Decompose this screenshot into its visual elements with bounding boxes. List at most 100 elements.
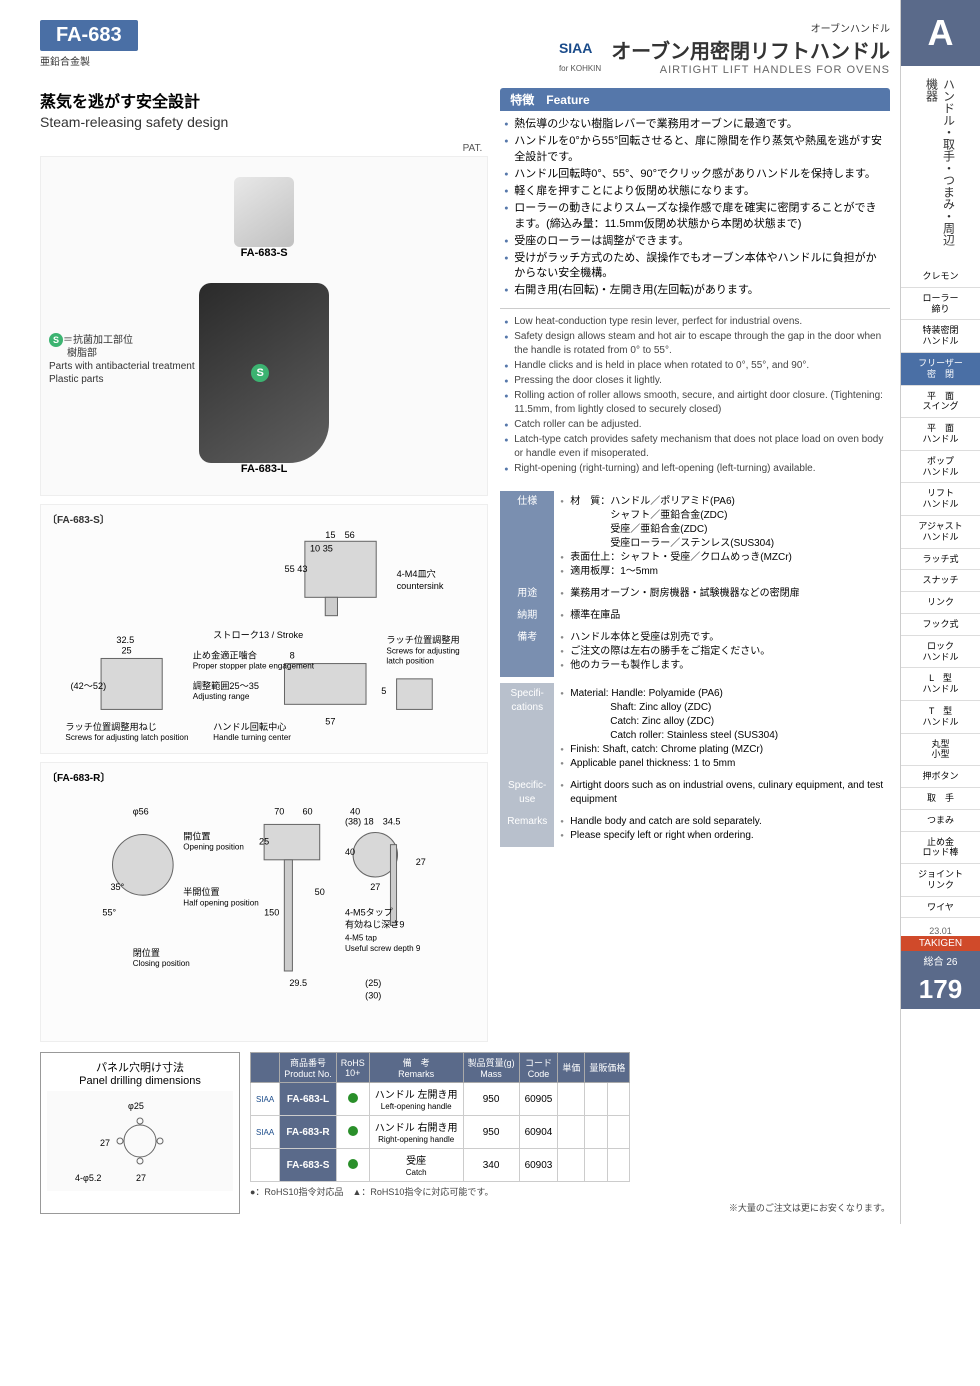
sidebar-nav-item[interactable]: ロック ハンドル <box>901 636 980 669</box>
svg-text:150: 150 <box>264 907 279 917</box>
sidebar-nav-item[interactable]: ラッチ式 <box>901 549 980 571</box>
feature-item: ローラーの動きによりスムーズな操作感で扉を確実に密閉することができます。(締込み… <box>504 201 886 233</box>
title-en: AIRTIGHT LIFT HANDLES FOR OVENS <box>611 64 890 76</box>
product-image-l: S <box>199 283 329 463</box>
header: FA-683 亜鉛合金製 SIAA for KOHKIN オーブンハンドル オー… <box>40 20 890 76</box>
title-jp: オーブン用密閉リフトハンドル <box>611 35 890 64</box>
svg-text:(42〜52): (42〜52) <box>71 681 107 691</box>
svg-text:35°: 35° <box>110 882 124 892</box>
svg-text:調整範囲25〜35: 調整範囲25〜35 <box>193 680 259 691</box>
svg-text:40: 40 <box>350 806 360 816</box>
sidebar-nav-item[interactable]: クレモン <box>901 266 980 288</box>
sidebar-nav-item[interactable]: フリーザー 密 閉 <box>901 353 980 386</box>
sidebar-nav-item[interactable]: 平 面 スイング <box>901 386 980 419</box>
svg-text:閉位置: 閉位置 <box>133 947 160 958</box>
sidebar-nav-item[interactable]: 特装密閉 ハンドル <box>901 320 980 353</box>
spec-table-jp: 仕様材 質：ハンドル／ポリアミド(PA6) シャフト／亜鉛合金(ZDC) 受座／… <box>500 491 890 677</box>
svg-text:ラッチ位置調整用: ラッチ位置調整用 <box>386 634 459 645</box>
section-letter: A <box>901 0 980 66</box>
svg-text:27: 27 <box>100 1138 110 1148</box>
svg-text:70 60: 70 60 <box>274 806 312 816</box>
antibacterial-note: S＝抗菌加工部位 樹脂部 Parts with antibacterial tr… <box>49 333 195 386</box>
brand-label: TAKIGEN <box>901 936 980 951</box>
feature-header: 特徴 Feature <box>500 88 890 111</box>
svg-text:Screws for adjusting: Screws for adjusting <box>386 646 459 655</box>
svg-text:10 35: 10 35 <box>310 543 333 553</box>
part-number: FA-683 <box>40 20 138 51</box>
sidebar-nav-item[interactable]: L 型 ハンドル <box>901 668 980 701</box>
svg-text:4-M5 tap: 4-M5 tap <box>345 934 377 943</box>
sidebar-nav-item[interactable]: ジョイント リンク <box>901 864 980 897</box>
svg-text:4-M4皿穴: 4-M4皿穴 <box>397 568 436 579</box>
sidebar-nav-item[interactable]: つまみ <box>901 810 980 832</box>
sidebar-nav-item[interactable]: アジャスト ハンドル <box>901 516 980 549</box>
feature-item: 熱伝導の少ない樹脂レバーで業務用オーブンに最適です。 <box>504 117 886 133</box>
table-note-rohs: ●：RoHS10指令対応品 ▲：RoHS10指令に対応可能です。 <box>250 1185 890 1198</box>
table-note-bulk: ※大量のご注文は更にお安くなります。 <box>250 1201 890 1214</box>
svg-text:有効ねじ深さ9: 有効ねじ深さ9 <box>345 919 405 930</box>
svg-text:ハンドル回転中心: ハンドル回転中心 <box>213 721 286 732</box>
svg-text:32.5: 32.5 <box>116 635 134 645</box>
catalog-label: 総合 26 <box>901 951 980 970</box>
page-date: 23.01 <box>901 926 980 936</box>
feature-item-en: Handle clicks and is held in place when … <box>504 359 886 373</box>
features-en: Low heat-conduction type resin lever, pe… <box>500 308 890 485</box>
sidebar-nav-item[interactable]: スナッチ <box>901 570 980 592</box>
title-super: オーブンハンドル <box>611 20 890 35</box>
sidebar-nav-item[interactable]: リンク <box>901 592 980 614</box>
svg-text:15 56: 15 56 <box>325 530 355 540</box>
category-title: ハンドル・取手・つまみ・周辺機器 <box>924 66 958 266</box>
feature-item-en: Rolling action of roller allows smooth, … <box>504 389 886 417</box>
sidebar-nav-item[interactable]: ポップ ハンドル <box>901 451 980 484</box>
tagline-jp: 蒸気を逃がす安全設計 <box>40 88 488 112</box>
sidebar-nav-item[interactable]: T 型 ハンドル <box>901 701 980 734</box>
product-table: 商品番号Product No.RoHS10+備 考Remarks製品質量(g)M… <box>250 1052 630 1182</box>
svg-text:Half opening position: Half opening position <box>183 898 258 907</box>
svg-text:latch position: latch position <box>386 657 434 666</box>
sidebar-nav-item[interactable]: 平 面 ハンドル <box>901 418 980 451</box>
svg-text:Adjusting range: Adjusting range <box>193 692 250 701</box>
feature-item-en: Catch roller can be adjusted. <box>504 418 886 432</box>
drawing-fa683r: 〔FA-683-R〕 φ56 開位置 Opening position 半開位置… <box>40 762 488 1042</box>
svg-text:Opening position: Opening position <box>183 843 244 852</box>
sidebar-nav-item[interactable]: 取 手 <box>901 788 980 810</box>
svg-text:Useful screw depth 9: Useful screw depth 9 <box>345 944 421 953</box>
svg-text:Proper stopper plate engagemen: Proper stopper plate engagement <box>193 662 315 671</box>
svg-text:Closing position: Closing position <box>133 959 190 968</box>
feature-item: 受座のローラーは調整ができます。 <box>504 234 886 250</box>
svg-text:ラッチ位置調整用ねじ: ラッチ位置調整用ねじ <box>65 721 157 732</box>
svg-text:57: 57 <box>325 717 335 727</box>
page-number: 179 <box>901 970 980 1009</box>
siaa-logo: SIAA for KOHKIN <box>559 40 601 76</box>
svg-text:Handle turning center: Handle turning center <box>213 733 291 742</box>
sidebar-nav-item[interactable]: 止め金 ロッド棒 <box>901 832 980 865</box>
sidebar-nav-item[interactable]: ローラー 締り <box>901 288 980 321</box>
svg-text:5: 5 <box>381 686 386 696</box>
sidebar-nav-item[interactable]: リフト ハンドル <box>901 483 980 516</box>
svg-text:25: 25 <box>259 837 269 847</box>
svg-text:(38) 18 34.5: (38) 18 34.5 <box>345 816 401 826</box>
svg-text:半開位置: 半開位置 <box>183 886 219 897</box>
svg-text:Screws for adjusting latch pos: Screws for adjusting latch position <box>65 733 188 742</box>
sidebar-nav-item[interactable]: フック式 <box>901 614 980 636</box>
svg-text:countersink: countersink <box>397 581 444 591</box>
sidebar-nav-item[interactable]: ワイヤ <box>901 897 980 919</box>
svg-text:50: 50 <box>315 887 325 897</box>
features-jp: 熱伝導の少ない樹脂レバーで業務用オーブンに最適です。ハンドルを0°から55°回転… <box>500 111 890 308</box>
feature-item: 右開き用(右回転)・左開き用(左回転)があります。 <box>504 283 886 299</box>
svg-text:29.5: 29.5 <box>289 978 307 988</box>
svg-text:止め金適正噛合: 止め金適正噛合 <box>193 649 257 660</box>
part-material: 亜鉛合金製 <box>40 53 138 68</box>
patent-label: PAT. <box>463 143 483 154</box>
svg-text:4-M5タップ: 4-M5タップ <box>345 907 393 917</box>
sidebar-nav-item[interactable]: 押ボタン <box>901 766 980 788</box>
svg-text:(30): (30) <box>365 990 381 1000</box>
feature-item: ハンドル回転時0°、55°、90°でクリック感がありハンドルを保持します。 <box>504 167 886 183</box>
sidebar-nav-item[interactable]: 丸型 小型 <box>901 734 980 767</box>
feature-item-en: Pressing the door closes it lightly. <box>504 374 886 388</box>
svg-text:開位置: 開位置 <box>183 831 210 842</box>
svg-text:40: 40 <box>345 847 355 857</box>
svg-text:ストローク13 / Stroke: ストローク13 / Stroke <box>213 630 303 640</box>
feature-item: 軽く扉を押すことにより仮閉め状態になります。 <box>504 184 886 200</box>
svg-text:φ25: φ25 <box>128 1101 144 1111</box>
